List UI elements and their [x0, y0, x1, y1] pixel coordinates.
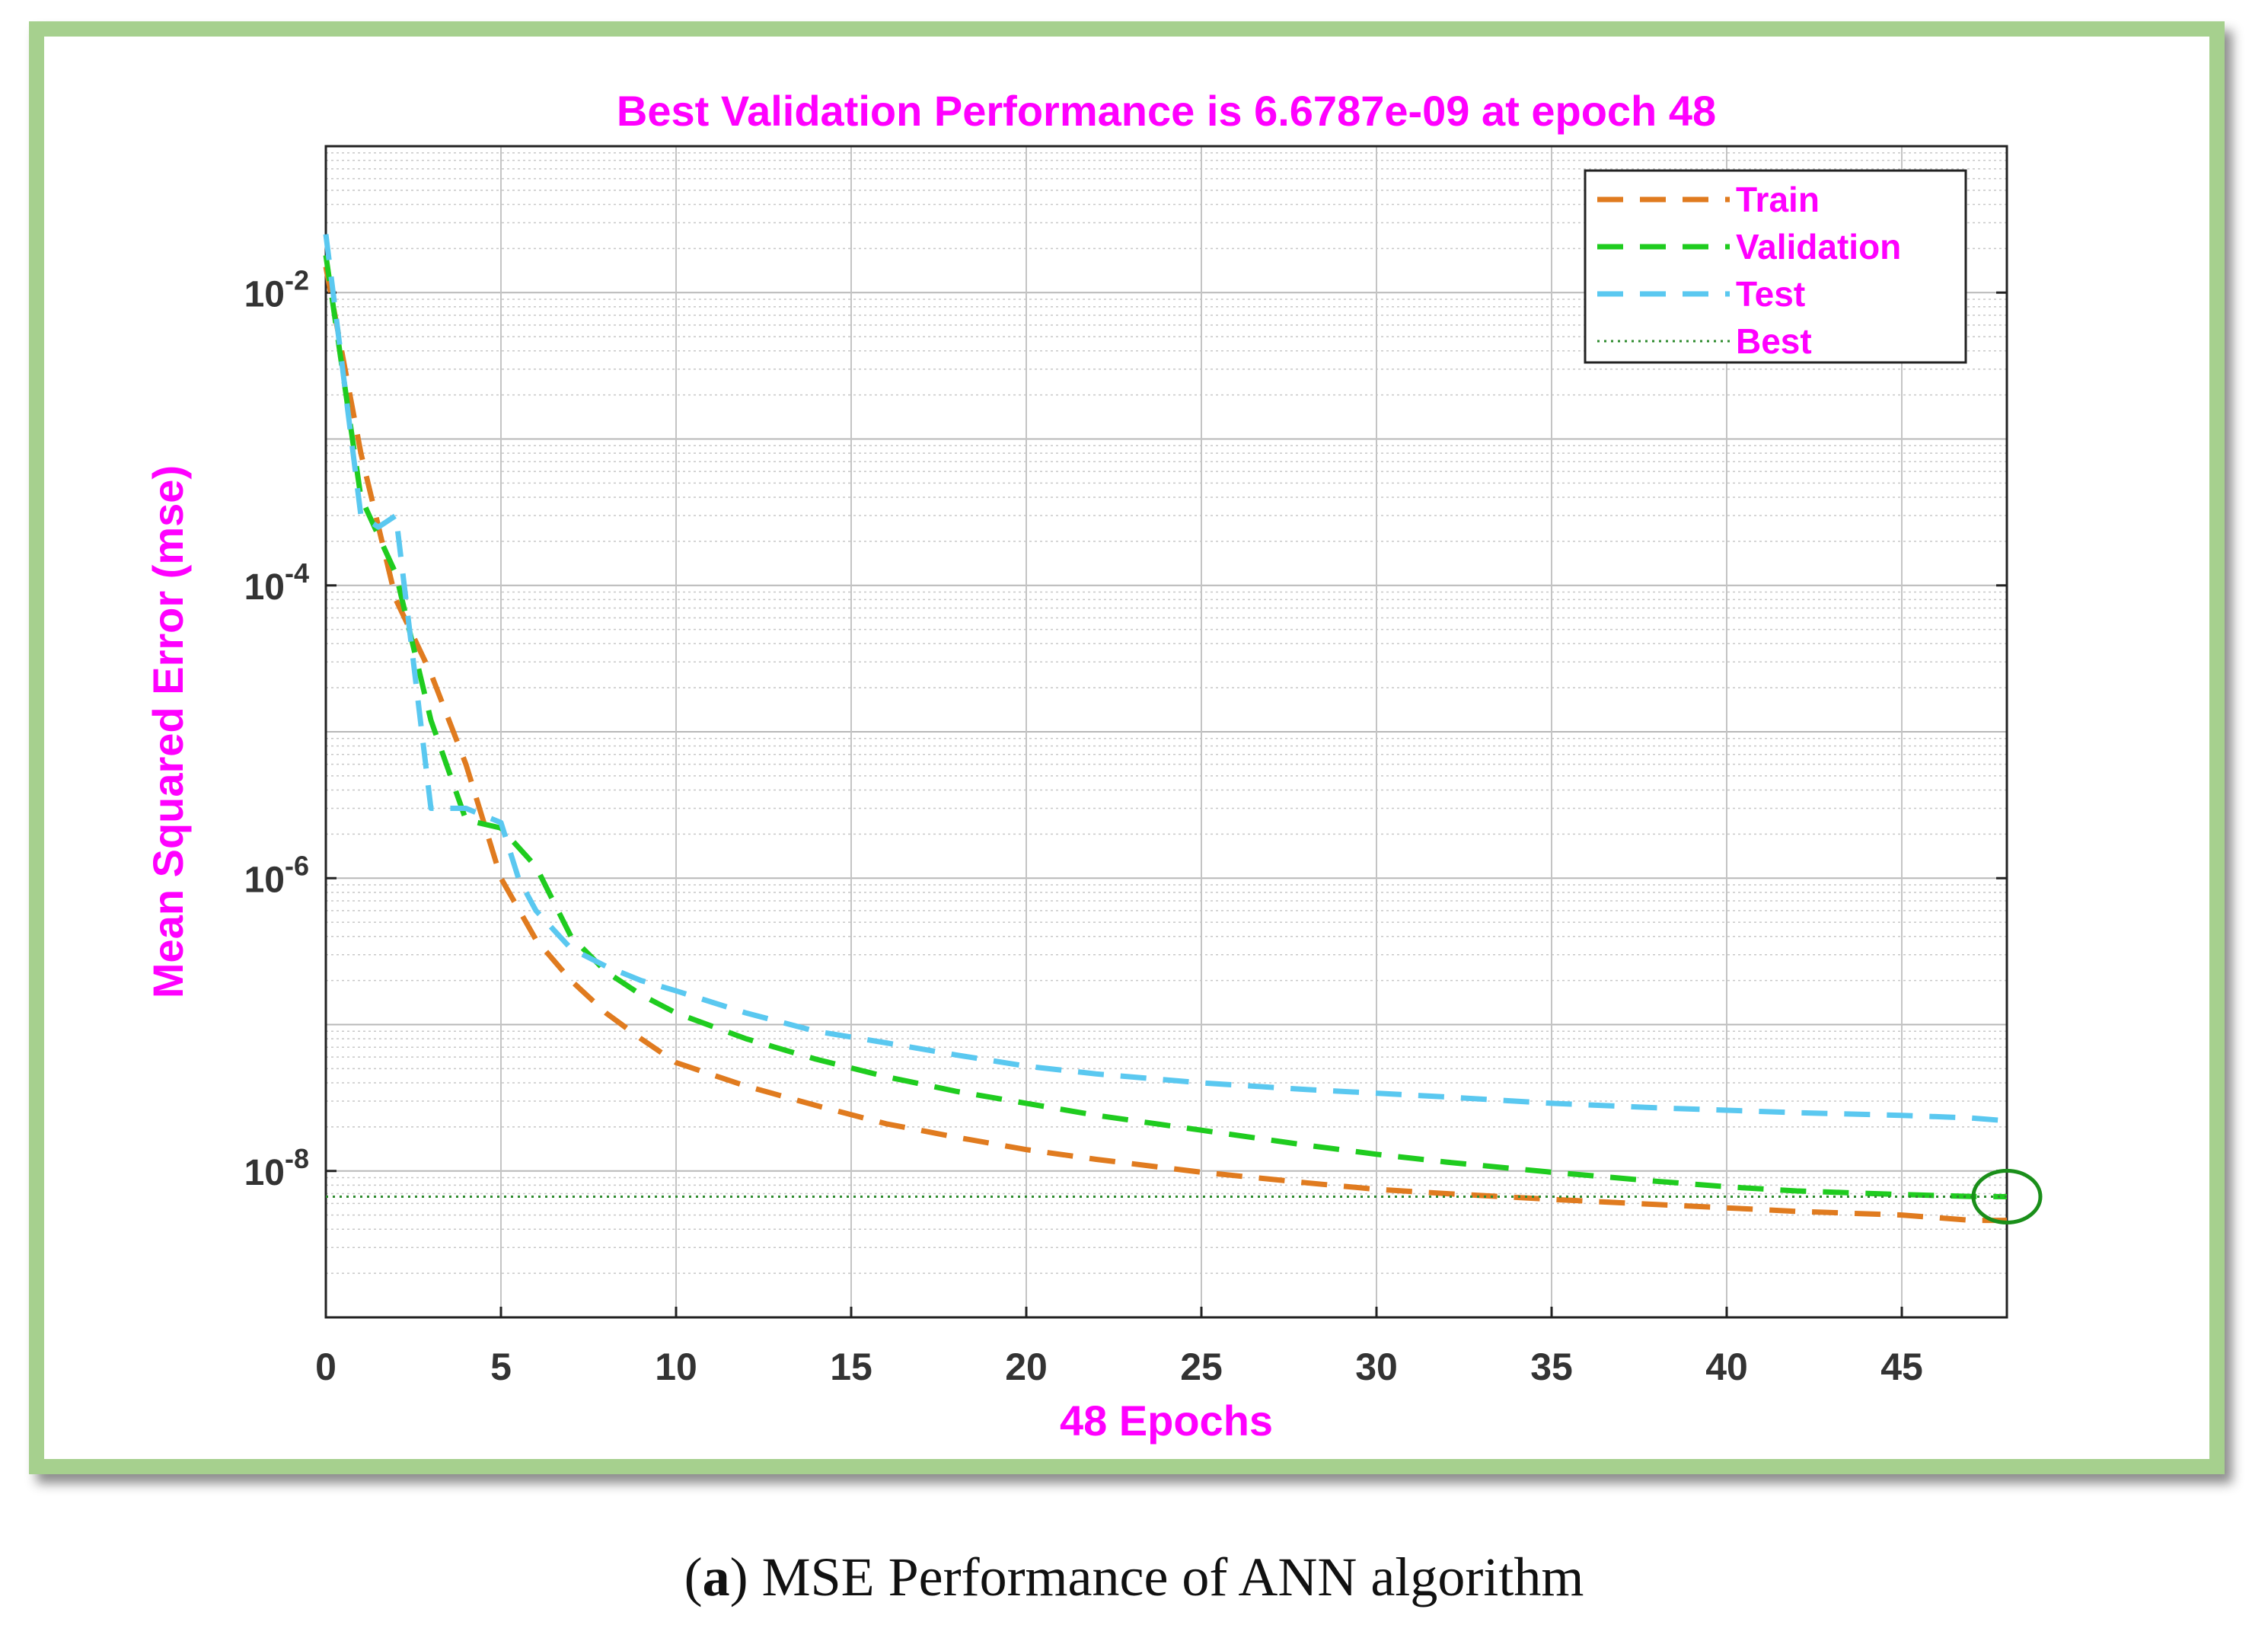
y-tick-label: 10-2	[244, 264, 309, 314]
y-tick-label: 10-4	[244, 557, 309, 608]
y-tick-exponent: -6	[285, 850, 309, 881]
x-tick-label: 15	[830, 1346, 872, 1388]
y-tick-base: 10	[244, 860, 285, 900]
x-tick-label: 30	[1355, 1346, 1398, 1388]
chart-title: Best Validation Performance is 6.6787e-0…	[617, 87, 1716, 135]
series-validation-line	[323, 254, 2008, 1199]
x-axis-label: 48 Epochs	[1060, 1397, 1273, 1445]
legend: Train Validation Test Best	[1584, 169, 1967, 364]
caption-label: a	[702, 1547, 730, 1607]
x-tick-label: 45	[1880, 1346, 1923, 1388]
x-tick-label: 40	[1705, 1346, 1748, 1388]
x-tick-label: 0	[315, 1346, 337, 1388]
axis-ticks	[324, 291, 2007, 1317]
figure-caption: (a) MSE Performance of ANN algorithm	[684, 1547, 1584, 1607]
legend-label-validation: Validation	[1736, 227, 1901, 267]
x-tick-label: 10	[655, 1346, 697, 1388]
x-tick-label: 35	[1530, 1346, 1573, 1388]
x-tick-label: 5	[490, 1346, 512, 1388]
y-tick-base: 10	[244, 274, 285, 314]
legend-label-best: Best	[1736, 321, 1812, 361]
legend-label-test: Test	[1736, 274, 1805, 314]
series-group	[323, 234, 2008, 1224]
y-tick-label: 10-8	[244, 1143, 309, 1193]
legend-box	[1584, 169, 1967, 364]
y-tick-base: 10	[244, 567, 285, 608]
y-tick-exponent: -2	[285, 264, 309, 295]
legend-label-train: Train	[1736, 180, 1820, 219]
caption-text: MSE Performance of ANN algorithm	[761, 1547, 1584, 1607]
x-tick-label: 25	[1180, 1346, 1223, 1388]
y-tick-base: 10	[244, 1153, 285, 1193]
series-test-line	[323, 234, 2008, 1124]
y-tick-label: 10-6	[244, 850, 309, 900]
axes-box	[324, 145, 2008, 1319]
y-tick-exponent: -8	[285, 1143, 309, 1174]
x-tick-label: 20	[1005, 1346, 1048, 1388]
best-epoch-marker	[1971, 1168, 2043, 1224]
y-axis-label: Mean Squared Error (mse)	[144, 465, 192, 998]
y-tick-exponent: -4	[285, 557, 309, 589]
